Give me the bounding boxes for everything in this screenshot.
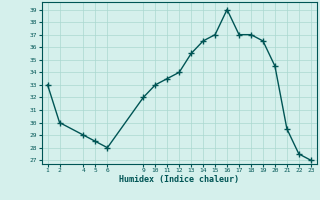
X-axis label: Humidex (Indice chaleur): Humidex (Indice chaleur) [119, 175, 239, 184]
